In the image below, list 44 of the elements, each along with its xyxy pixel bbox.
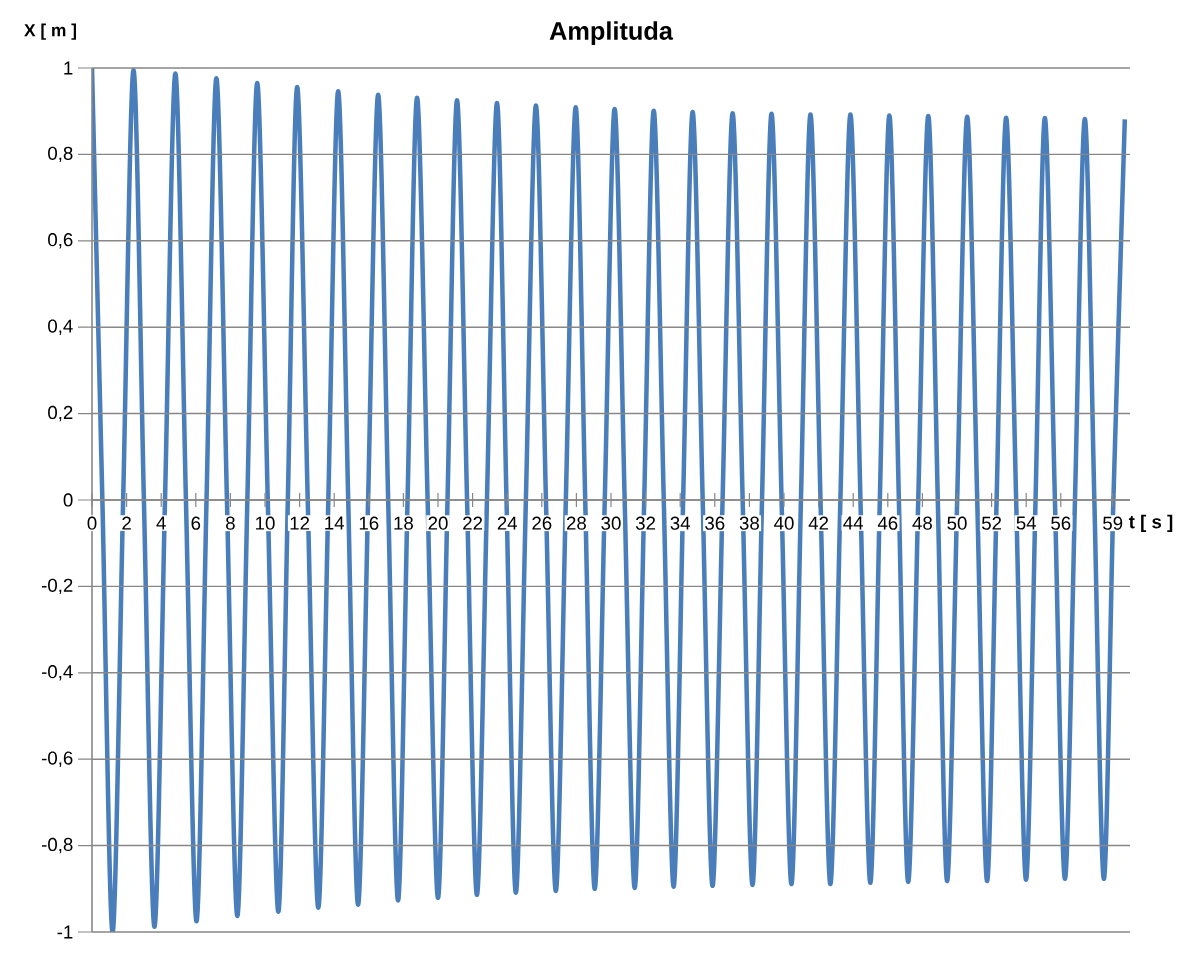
x-tick-label: 24 — [497, 516, 518, 530]
x-tick-label: 0 — [87, 516, 97, 530]
x-tick-label: 2 — [122, 516, 131, 530]
x-tick-label: 22 — [463, 516, 483, 530]
x-tick-label: 26 — [532, 516, 552, 530]
x-tick-label: 54 — [1016, 516, 1037, 530]
y-tick-label: 1 — [64, 61, 73, 75]
x-tick-label: 18 — [394, 516, 413, 530]
chart-title: Amplituda — [549, 21, 674, 45]
x-tick-label: 6 — [191, 516, 201, 530]
x-tick-label: 40 — [774, 516, 794, 530]
x-tick-label: 44 — [843, 516, 864, 530]
x-tick-label: 10 — [256, 516, 275, 530]
x-tick-label: 14 — [325, 516, 345, 530]
x-tick-label: 56 — [1051, 516, 1071, 530]
x-tick-label: 59 — [1103, 516, 1123, 530]
x-tick-label: 8 — [226, 516, 235, 530]
y-tick-label: -0,4 — [41, 665, 73, 681]
x-tick-label: 48 — [912, 516, 932, 530]
x-tick-label: 16 — [359, 516, 379, 530]
y-tick-label: 0,2 — [48, 405, 73, 422]
x-tick-label: 50 — [947, 516, 967, 530]
y-tick-label: 0,4 — [48, 319, 73, 335]
x-tick-label: 20 — [428, 516, 448, 530]
x-tick-label: 4 — [156, 516, 166, 530]
x-tick-label: 46 — [877, 516, 898, 530]
y-tick-label: -0,8 — [41, 837, 73, 854]
y-axis-title: X [ m ] — [24, 23, 76, 40]
y-tick-label: 0,6 — [48, 233, 73, 249]
y-tick-label: -0,2 — [41, 578, 73, 595]
x-tick-label: 36 — [705, 516, 725, 530]
y-tick-label: 0 — [63, 493, 73, 507]
x-tick-label: 34 — [670, 516, 691, 530]
x-tick-label: 32 — [635, 516, 656, 530]
x-tick-label: 12 — [290, 516, 310, 530]
x-tick-label: 38 — [739, 516, 759, 530]
y-tick-label: -1 — [57, 925, 73, 939]
y-tick-label: -0,6 — [41, 751, 73, 767]
x-axis-title: t [ s ] — [1128, 514, 1173, 533]
x-tick-label: 42 — [808, 516, 829, 530]
x-tick-label: 52 — [981, 516, 1002, 530]
x-tick-label: 30 — [601, 516, 621, 530]
x-tick-label: 28 — [566, 516, 586, 530]
y-tick-label: 0,8 — [48, 146, 73, 163]
